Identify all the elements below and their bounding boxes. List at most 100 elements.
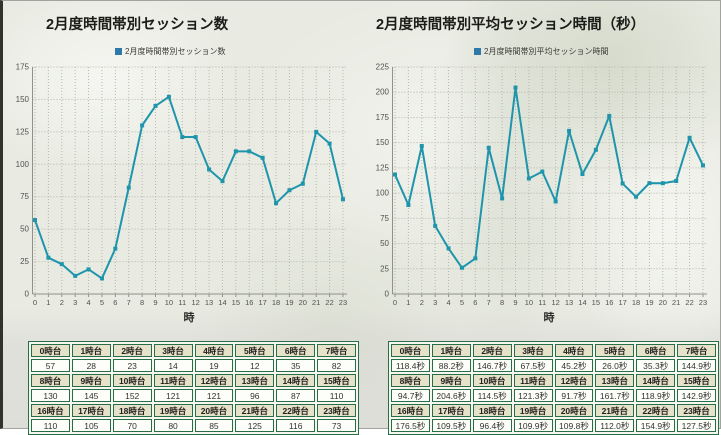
value-cell: 110	[31, 419, 70, 432]
value-cell: 67.5秒	[513, 359, 553, 372]
gridlines	[392, 66, 707, 294]
svg-text:175: 175	[376, 113, 390, 122]
value-cell: 82	[317, 359, 356, 372]
hour-header-cell: 0時台	[31, 344, 70, 357]
value-cell: 45.2秒	[554, 359, 594, 372]
svg-text:12: 12	[192, 298, 200, 307]
hour-header-cell: 0時台	[391, 344, 430, 357]
hour-header-cell: 3時台	[513, 344, 553, 357]
sessions-table: 0時台 1時台 2時台 3時台 4時台 5時台 6時台 7時台 57 28 23 14 19 12 35 82…	[28, 341, 359, 435]
svg-text:100: 100	[16, 160, 30, 169]
svg-text:4: 4	[86, 298, 90, 307]
value-cell: 88.2秒	[431, 359, 471, 372]
hour-header-cell: 7時台	[317, 344, 356, 357]
value-cell: 204.6秒	[431, 389, 471, 402]
hour-header-cell: 21時台	[595, 404, 635, 417]
data-point	[220, 179, 225, 184]
svg-text:14: 14	[578, 298, 586, 307]
data-point	[99, 276, 104, 281]
svg-text:16: 16	[245, 298, 253, 307]
svg-text:50: 50	[20, 225, 29, 234]
hour-header-cell: 3時台	[153, 344, 193, 357]
hour-header-cell: 14時台	[636, 374, 676, 387]
value-cell: 73	[317, 419, 356, 432]
svg-text:125: 125	[376, 163, 390, 172]
table-value-row: 118.4秒 88.2秒 146.7秒 67.5秒 45.2秒 26.0秒 35.3秒 144…	[391, 359, 716, 372]
data-point	[180, 135, 185, 140]
value-cell: 14	[153, 359, 193, 372]
duration-legend-label: 2月度時間帯別平均セッション時間	[484, 47, 609, 56]
svg-text:10: 10	[525, 298, 533, 307]
data-point	[86, 267, 91, 272]
svg-text:3: 3	[73, 298, 77, 307]
table-value-row: 176.5秒 109.5秒 96.4秒 109.9秒 109.8秒 112.0秒 154.9…	[391, 419, 716, 432]
table-header-row: 16時台 17時台 18時台 19時台 20時台 21時台 22時台 23時台	[391, 404, 716, 417]
svg-text:200: 200	[376, 88, 390, 97]
data-point	[580, 172, 585, 177]
svg-text:21: 21	[312, 298, 320, 307]
value-cell: 145	[71, 389, 111, 402]
svg-text:5: 5	[100, 298, 104, 307]
hour-header-cell: 18時台	[472, 404, 512, 417]
hour-header-cell: 15時台	[677, 374, 716, 387]
duration-chart-title: 2月度時間帯別平均セッション時間（秒）	[376, 17, 646, 33]
svg-text:22: 22	[325, 298, 333, 307]
data-point	[247, 149, 252, 154]
svg-text:0: 0	[25, 290, 30, 299]
data-point	[687, 135, 692, 140]
svg-text:8: 8	[140, 298, 144, 307]
hour-header-cell: 22時台	[276, 404, 316, 417]
svg-text:13: 13	[205, 298, 213, 307]
value-cell: 26.0秒	[595, 359, 635, 372]
table-value-row: 110 105 70 80 85 125 116 73	[31, 419, 356, 432]
svg-text:50: 50	[380, 239, 389, 248]
table-value-row: 130 145 152 121 121 96 87 110	[31, 389, 356, 402]
value-cell: 121	[153, 389, 193, 402]
svg-text:18: 18	[272, 298, 280, 307]
value-cell: 23	[112, 359, 152, 372]
value-cell: 70	[112, 419, 152, 432]
value-cell: 28	[71, 359, 111, 372]
data-point	[287, 188, 292, 193]
hour-header-cell: 10時台	[112, 374, 152, 387]
svg-text:4: 4	[446, 298, 450, 307]
data-point	[300, 181, 305, 186]
svg-text:150: 150	[16, 95, 30, 104]
value-cell: 118.4秒	[391, 359, 430, 372]
sessions-legend-label: 2月度時間帯別セッション数	[125, 47, 226, 56]
value-cell: 127.5秒	[677, 419, 716, 432]
chart-line	[394, 86, 704, 269]
duration-panel: 2月度時間帯別平均セッション時間（秒） 2月度時間帯別平均セッション時間 0 25…	[363, 1, 721, 435]
svg-text:0: 0	[33, 298, 37, 307]
hour-header-cell: 17時台	[431, 404, 471, 417]
data-point	[660, 181, 665, 186]
svg-text:175: 175	[16, 63, 30, 72]
value-cell: 85	[194, 419, 234, 432]
table-header-row: 8時台 9時台 10時台 11時台 12時台 13時台 14時台 15時台	[391, 374, 716, 387]
data-point	[513, 85, 518, 90]
value-cell: 146.7秒	[472, 359, 512, 372]
svg-text:23: 23	[339, 298, 347, 307]
duration-table: 0時台 1時台 2時台 3時台 4時台 5時台 6時台 7時台 118.4秒 88.2秒 146.7…	[388, 341, 719, 435]
data-point	[260, 155, 265, 160]
value-cell: 114.5秒	[472, 389, 512, 402]
data-point	[540, 169, 545, 174]
value-cell: 57	[31, 359, 70, 372]
data-point	[419, 143, 424, 148]
sessions-x-axis-title: 時	[183, 312, 195, 324]
value-cell: 144.9秒	[677, 359, 716, 372]
hour-header-cell: 5時台	[595, 344, 635, 357]
legend-swatch-icon	[474, 48, 481, 55]
hour-header-cell: 14時台	[276, 374, 316, 387]
hour-header-cell: 13時台	[235, 374, 275, 387]
data-point	[700, 163, 705, 168]
data-point	[166, 94, 171, 99]
svg-text:100: 100	[376, 189, 390, 198]
value-cell: 94.7秒	[391, 389, 430, 402]
hour-header-cell: 17時台	[71, 404, 111, 417]
data-point	[433, 223, 438, 228]
svg-text:5: 5	[460, 298, 464, 307]
